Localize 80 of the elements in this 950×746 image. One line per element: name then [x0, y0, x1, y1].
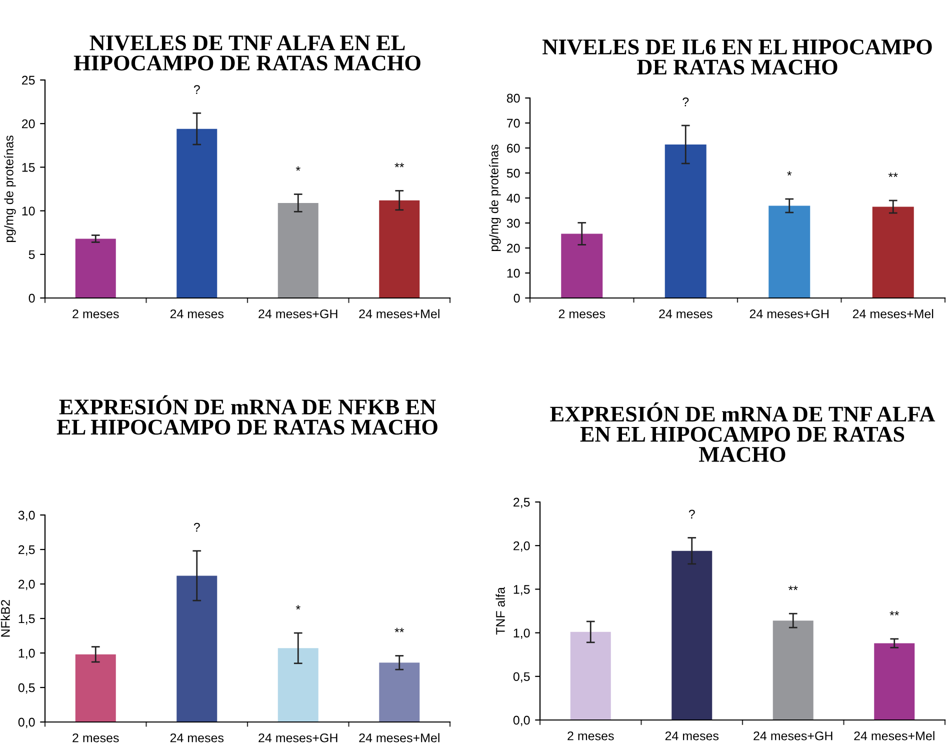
chart-title: EXPRESIÓN DE mRNA DE TNF ALFA EN EL HIPOCAMPO DE RATAS MACHO — [550, 402, 936, 462]
y-tick-label: 1,0 — [514, 628, 530, 639]
x-tick-label: 24 meses — [170, 309, 224, 318]
annotation: ? — [194, 522, 200, 532]
chart-title: EXPRESIÓN DE mRNA DE NFKB EN EL HIPOCAMPO DE RATAS MACHO — [56, 395, 438, 435]
x-tick-label: 24 meses+GH — [750, 309, 828, 318]
bar — [664, 144, 706, 298]
annotation: * — [296, 605, 300, 610]
annotation: ** — [890, 611, 900, 616]
x-tick-label: 2 meses — [72, 309, 119, 318]
y-tick-label: 0,5 — [513, 672, 530, 683]
x-tick-label: 24 meses — [665, 731, 719, 740]
y-tick-label: 2,0 — [18, 580, 35, 590]
y-tick-label: 1,5 — [18, 614, 35, 625]
y-tick-label: 30 — [506, 218, 520, 228]
y-tick-label: 2,5 — [18, 545, 35, 556]
y-tick-label: 50 — [506, 168, 520, 178]
y-tick-label: 20 — [22, 119, 35, 128]
chart-title: NIVELES DE TNF ALFA EN EL HIPOCAMPO DE RATAS MACHO — [74, 35, 420, 70]
y-axis-title: NFkB2 — [0, 600, 10, 637]
y-tick-label: 60 — [507, 144, 520, 153]
y-tick-label: 2,0 — [514, 541, 530, 552]
annotation: ** — [394, 628, 404, 632]
bar — [278, 648, 318, 722]
bar — [75, 654, 116, 722]
bar — [874, 643, 915, 720]
bar — [772, 620, 814, 720]
annotation: ? — [688, 510, 695, 518]
bar — [570, 632, 611, 720]
y-axis-title: pg/mg de proteínas — [4, 136, 16, 242]
bar — [379, 662, 420, 722]
x-tick-label: 2 meses — [558, 309, 606, 318]
y-tick-label: 10 — [22, 206, 35, 216]
x-tick-label: 24 meses+Mel — [854, 731, 934, 740]
x-tick-label: 2 meses — [72, 733, 119, 742]
annotation: * — [296, 166, 300, 171]
y-tick-label: 1,0 — [18, 648, 35, 660]
y-tick-label: 80 — [506, 94, 520, 103]
annotation: ? — [194, 85, 200, 94]
y-tick-label: 2,5 — [514, 498, 530, 508]
y-tick-label: 25 — [22, 76, 35, 85]
bar — [872, 206, 914, 298]
bar — [278, 202, 318, 298]
bar — [75, 238, 116, 298]
bar — [561, 234, 603, 298]
y-tick-label: 20 — [507, 244, 520, 253]
bar — [176, 128, 218, 298]
y-tick-label: 15 — [22, 163, 35, 172]
y-tick-label: 0 — [514, 294, 520, 303]
y-axis-title: pg/mg de proteínas — [489, 144, 501, 252]
y-tick-label: 40 — [506, 194, 520, 203]
y-tick-label: 1,5 — [514, 585, 530, 596]
x-tick-label: 24 meses — [659, 309, 712, 318]
y-axis-title: TNF alfa — [496, 587, 505, 635]
chart-title: NIVELES DE IL6 EN EL HIPOCAMPO DE RATAS MACHO — [542, 40, 932, 75]
x-tick-label: 2 meses — [568, 731, 614, 740]
x-tick-label: 24 meses+Mel — [852, 309, 934, 318]
bar — [379, 200, 420, 298]
x-tick-label: 24 meses — [170, 733, 224, 742]
y-tick-label: 10 — [507, 268, 520, 278]
annotation: ** — [394, 162, 404, 168]
x-tick-label: 24 meses+GH — [258, 733, 338, 742]
annotation: ? — [682, 98, 689, 106]
bar — [768, 206, 810, 298]
y-tick-label: 3,0 — [18, 510, 35, 522]
annotation: ** — [888, 172, 898, 178]
annotation: * — [787, 171, 792, 176]
y-tick-label: 0,0 — [18, 718, 35, 728]
y-tick-label: 0,5 — [18, 683, 35, 694]
x-tick-label: 24 meses+Mel — [359, 733, 440, 742]
bar — [176, 576, 218, 722]
x-tick-label: 24 meses+GH — [754, 731, 832, 740]
y-tick-label: 0,0 — [513, 716, 530, 726]
x-tick-label: 24 meses+GH — [258, 309, 338, 318]
x-tick-label: 24 meses+Mel — [359, 309, 440, 318]
y-tick-label: 70 — [507, 118, 520, 128]
y-tick-label: 0 — [28, 294, 35, 303]
y-tick-label: 5 — [28, 250, 35, 260]
annotation: ** — [788, 586, 798, 590]
bar — [672, 550, 712, 720]
